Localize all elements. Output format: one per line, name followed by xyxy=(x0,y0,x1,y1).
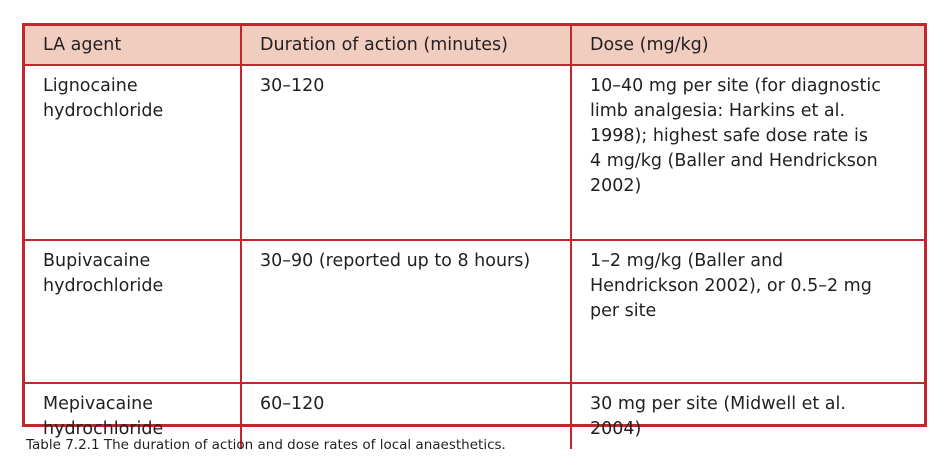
agent-line: hydrochloride xyxy=(43,276,164,296)
agent-cell: Mepivacaine hydrochloride xyxy=(25,382,242,449)
dose-cell: 1–2 mg/kg (Baller and Hendrickson 2002),… xyxy=(570,239,924,384)
table-row: Mepivacaine hydrochloride 60–120 30 mg p… xyxy=(25,382,924,449)
header-dose: Dose (mg/kg) xyxy=(570,26,924,66)
duration-cell: 30–90 (reported up to 8 hours) xyxy=(240,239,572,384)
duration-cell: 30–120 xyxy=(240,64,572,241)
dose-line: 10–40 mg per site (for diagnostic xyxy=(590,76,881,96)
dose-line: 30 mg per site (Midwell et al. xyxy=(590,394,846,414)
dose-line: 1998); highest safe dose rate is xyxy=(590,126,868,146)
table-row: Bupivacaine hydrochloride 30–90 (reporte… xyxy=(25,239,924,384)
duration-value: 30–120 xyxy=(260,76,325,96)
agent-line: hydrochloride xyxy=(43,101,164,121)
dose-line: 4 mg/kg (Baller and Hendrickson xyxy=(590,151,878,171)
agent-line: Lignocaine xyxy=(43,76,138,96)
table-header-row: LA agent Duration of action (minutes) Do… xyxy=(25,26,924,66)
dose-line: per site xyxy=(590,301,657,321)
dose-line: Hendrickson 2002), or 0.5–2 mg xyxy=(590,276,872,296)
duration-value: 60–120 xyxy=(260,394,325,414)
table-caption: Table 7.2.1 The duration of action and d… xyxy=(26,437,506,453)
agent-line: Bupivacaine xyxy=(43,251,151,271)
dose-cell: 30 mg per site (Midwell et al. 2004) xyxy=(570,382,924,449)
dose-line: 2002) xyxy=(590,176,642,196)
dose-cell: 10–40 mg per site (for diagnostic limb a… xyxy=(570,64,924,241)
agent-cell: Bupivacaine hydrochloride xyxy=(25,239,242,384)
header-la-agent: LA agent xyxy=(25,26,242,66)
dose-table: LA agent Duration of action (minutes) Do… xyxy=(25,26,924,449)
agent-cell: Lignocaine hydrochloride xyxy=(25,64,242,241)
agent-line: Mepivacaine xyxy=(43,394,153,414)
dose-line: limb analgesia: Harkins et al. xyxy=(590,101,846,121)
duration-value: 30–90 (reported up to 8 hours) xyxy=(260,251,531,271)
agent-line: hydrochloride xyxy=(43,419,164,439)
dose-line: 2004) xyxy=(590,419,642,439)
duration-cell: 60–120 xyxy=(240,382,572,449)
header-duration: Duration of action (minutes) xyxy=(240,26,572,66)
dose-table-frame: LA agent Duration of action (minutes) Do… xyxy=(22,23,927,449)
dose-line: 1–2 mg/kg (Baller and xyxy=(590,251,784,271)
table-row: Lignocaine hydrochloride 30–120 10–40 mg… xyxy=(25,64,924,241)
